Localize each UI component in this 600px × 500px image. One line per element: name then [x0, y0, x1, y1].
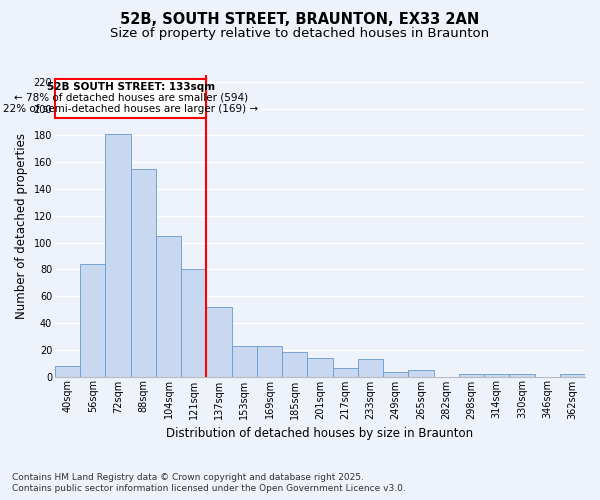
Text: Contains HM Land Registry data © Crown copyright and database right 2025.: Contains HM Land Registry data © Crown c… [12, 472, 364, 482]
Bar [55, 79, 206, 118]
Bar [156, 236, 181, 376]
Bar [206, 307, 232, 376]
Text: 52B SOUTH STREET: 133sqm: 52B SOUTH STREET: 133sqm [47, 82, 215, 92]
Text: Size of property relative to detached houses in Braunton: Size of property relative to detached ho… [110, 28, 490, 40]
Bar [383, 372, 409, 376]
Bar [181, 270, 206, 376]
Bar [358, 359, 383, 376]
Bar [459, 374, 484, 376]
Bar [106, 134, 131, 376]
Bar [282, 352, 307, 376]
Text: Contains public sector information licensed under the Open Government Licence v3: Contains public sector information licen… [12, 484, 406, 493]
Bar [232, 346, 257, 376]
Bar [560, 374, 585, 376]
Bar [509, 374, 535, 376]
Text: 22% of semi-detached houses are larger (169) →: 22% of semi-detached houses are larger (… [3, 104, 258, 114]
Y-axis label: Number of detached properties: Number of detached properties [15, 133, 28, 319]
Bar [257, 346, 282, 376]
Text: 52B, SOUTH STREET, BRAUNTON, EX33 2AN: 52B, SOUTH STREET, BRAUNTON, EX33 2AN [121, 12, 479, 28]
Bar [131, 169, 156, 376]
Bar [332, 368, 358, 376]
Text: ← 78% of detached houses are smaller (594): ← 78% of detached houses are smaller (59… [14, 93, 248, 103]
Bar [80, 264, 106, 376]
Bar [484, 374, 509, 376]
Bar [55, 366, 80, 376]
Bar [409, 370, 434, 376]
Bar [307, 358, 332, 376]
X-axis label: Distribution of detached houses by size in Braunton: Distribution of detached houses by size … [166, 427, 473, 440]
